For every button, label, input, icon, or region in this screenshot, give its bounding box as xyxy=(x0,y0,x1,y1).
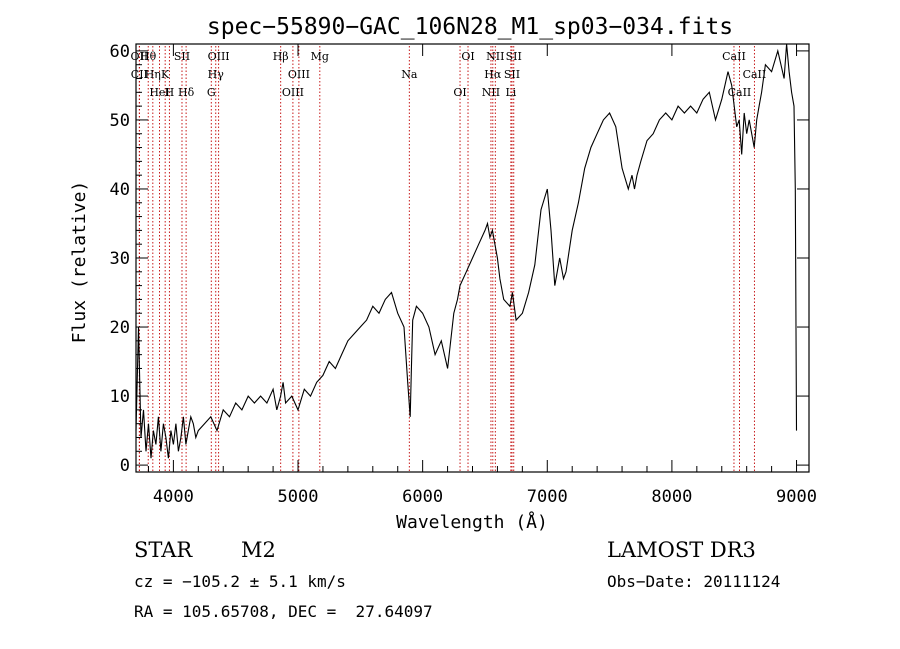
y-tick-label: 0 xyxy=(120,456,130,476)
spectral-line-label: Hα xyxy=(484,68,502,81)
spectral-line-label: NII xyxy=(486,50,504,63)
subclass-label: M2 xyxy=(241,538,276,562)
spectral-line-label: Hθ xyxy=(140,50,157,63)
spectral-line-label: Mg xyxy=(311,50,329,63)
spectral-line-label: SII xyxy=(506,50,522,63)
y-tick-label: 10 xyxy=(110,387,130,407)
spectral-line-label: G xyxy=(207,86,216,99)
spectral-line-labels: HθKHδOIICIIHeISIIHηHOIIIHγGHβOIIIOIIIMgN… xyxy=(131,50,767,99)
spectral-line-label: Hη xyxy=(145,68,161,81)
axis-ticks xyxy=(136,44,809,472)
spectral-line-markers xyxy=(138,46,755,472)
x-tick-label: 6000 xyxy=(402,487,443,507)
spectral-line-label: Li xyxy=(505,86,516,99)
spectral-line-label: K xyxy=(161,68,170,81)
spectral-line-label: OII xyxy=(131,50,149,63)
spectral-line-label: H xyxy=(165,86,175,99)
y-tick-label: 50 xyxy=(110,111,130,131)
spectral-line-label: NII xyxy=(482,86,500,99)
spectrum-series-line xyxy=(135,43,798,459)
spectral-line-label: SII xyxy=(504,68,520,81)
y-tick-label: 20 xyxy=(110,318,130,338)
spectral-line-label: CaII xyxy=(722,50,746,63)
spectral-line-label: Hγ xyxy=(208,68,225,81)
y-axis-label: Flux (relative) xyxy=(69,181,90,344)
y-tick-label: 30 xyxy=(110,249,130,269)
coordinates-label: RA = 105.65708, DEC = 27.64097 xyxy=(134,602,433,621)
redshift-label: cz = −105.2 ± 5.1 km/s xyxy=(134,572,346,591)
spectral-line-label: CII xyxy=(131,68,148,81)
spectral-line-label: OIII xyxy=(282,86,304,99)
spectral-line-label: Hβ xyxy=(273,50,289,63)
x-tick-label: 4000 xyxy=(153,487,194,507)
y-tick-label: 60 xyxy=(110,42,130,62)
x-axis-label: Wavelength (Å) xyxy=(396,511,548,533)
x-tick-label: 7000 xyxy=(527,487,568,507)
x-tick-label: 9000 xyxy=(776,487,817,507)
spectral-line-label: CaII xyxy=(743,68,767,81)
spectral-line-label: OIII xyxy=(208,50,230,63)
spectral-line-label: CaII xyxy=(728,86,752,99)
y-tick-label: 40 xyxy=(110,180,130,200)
plot-frame xyxy=(135,43,810,473)
survey-label: LAMOST DR3 xyxy=(607,538,756,562)
chart-title: spec−55890−GAC_106N28_M1_sp03−034.fits xyxy=(207,14,733,40)
x-tick-label: 8000 xyxy=(651,487,692,507)
spectral-line-label: HeI xyxy=(149,86,169,99)
obs-date-label: Obs−Date: 20111124 xyxy=(607,572,781,591)
spectral-line-label: SII xyxy=(174,50,190,63)
spectral-line-label: Hδ xyxy=(178,86,195,99)
x-tick-label: 5000 xyxy=(278,487,319,507)
spectral-line-label: OI xyxy=(453,86,466,99)
spectral-line-label: OIII xyxy=(288,68,310,81)
object-type-label: STAR xyxy=(134,538,193,562)
spectral-line-label: Na xyxy=(401,68,418,81)
axis-tick-labels: 4000 5000 6000 7000 8000 9000 0 10 20 30 40 50 60 xyxy=(110,42,817,507)
spectral-line-label: OI xyxy=(461,50,474,63)
